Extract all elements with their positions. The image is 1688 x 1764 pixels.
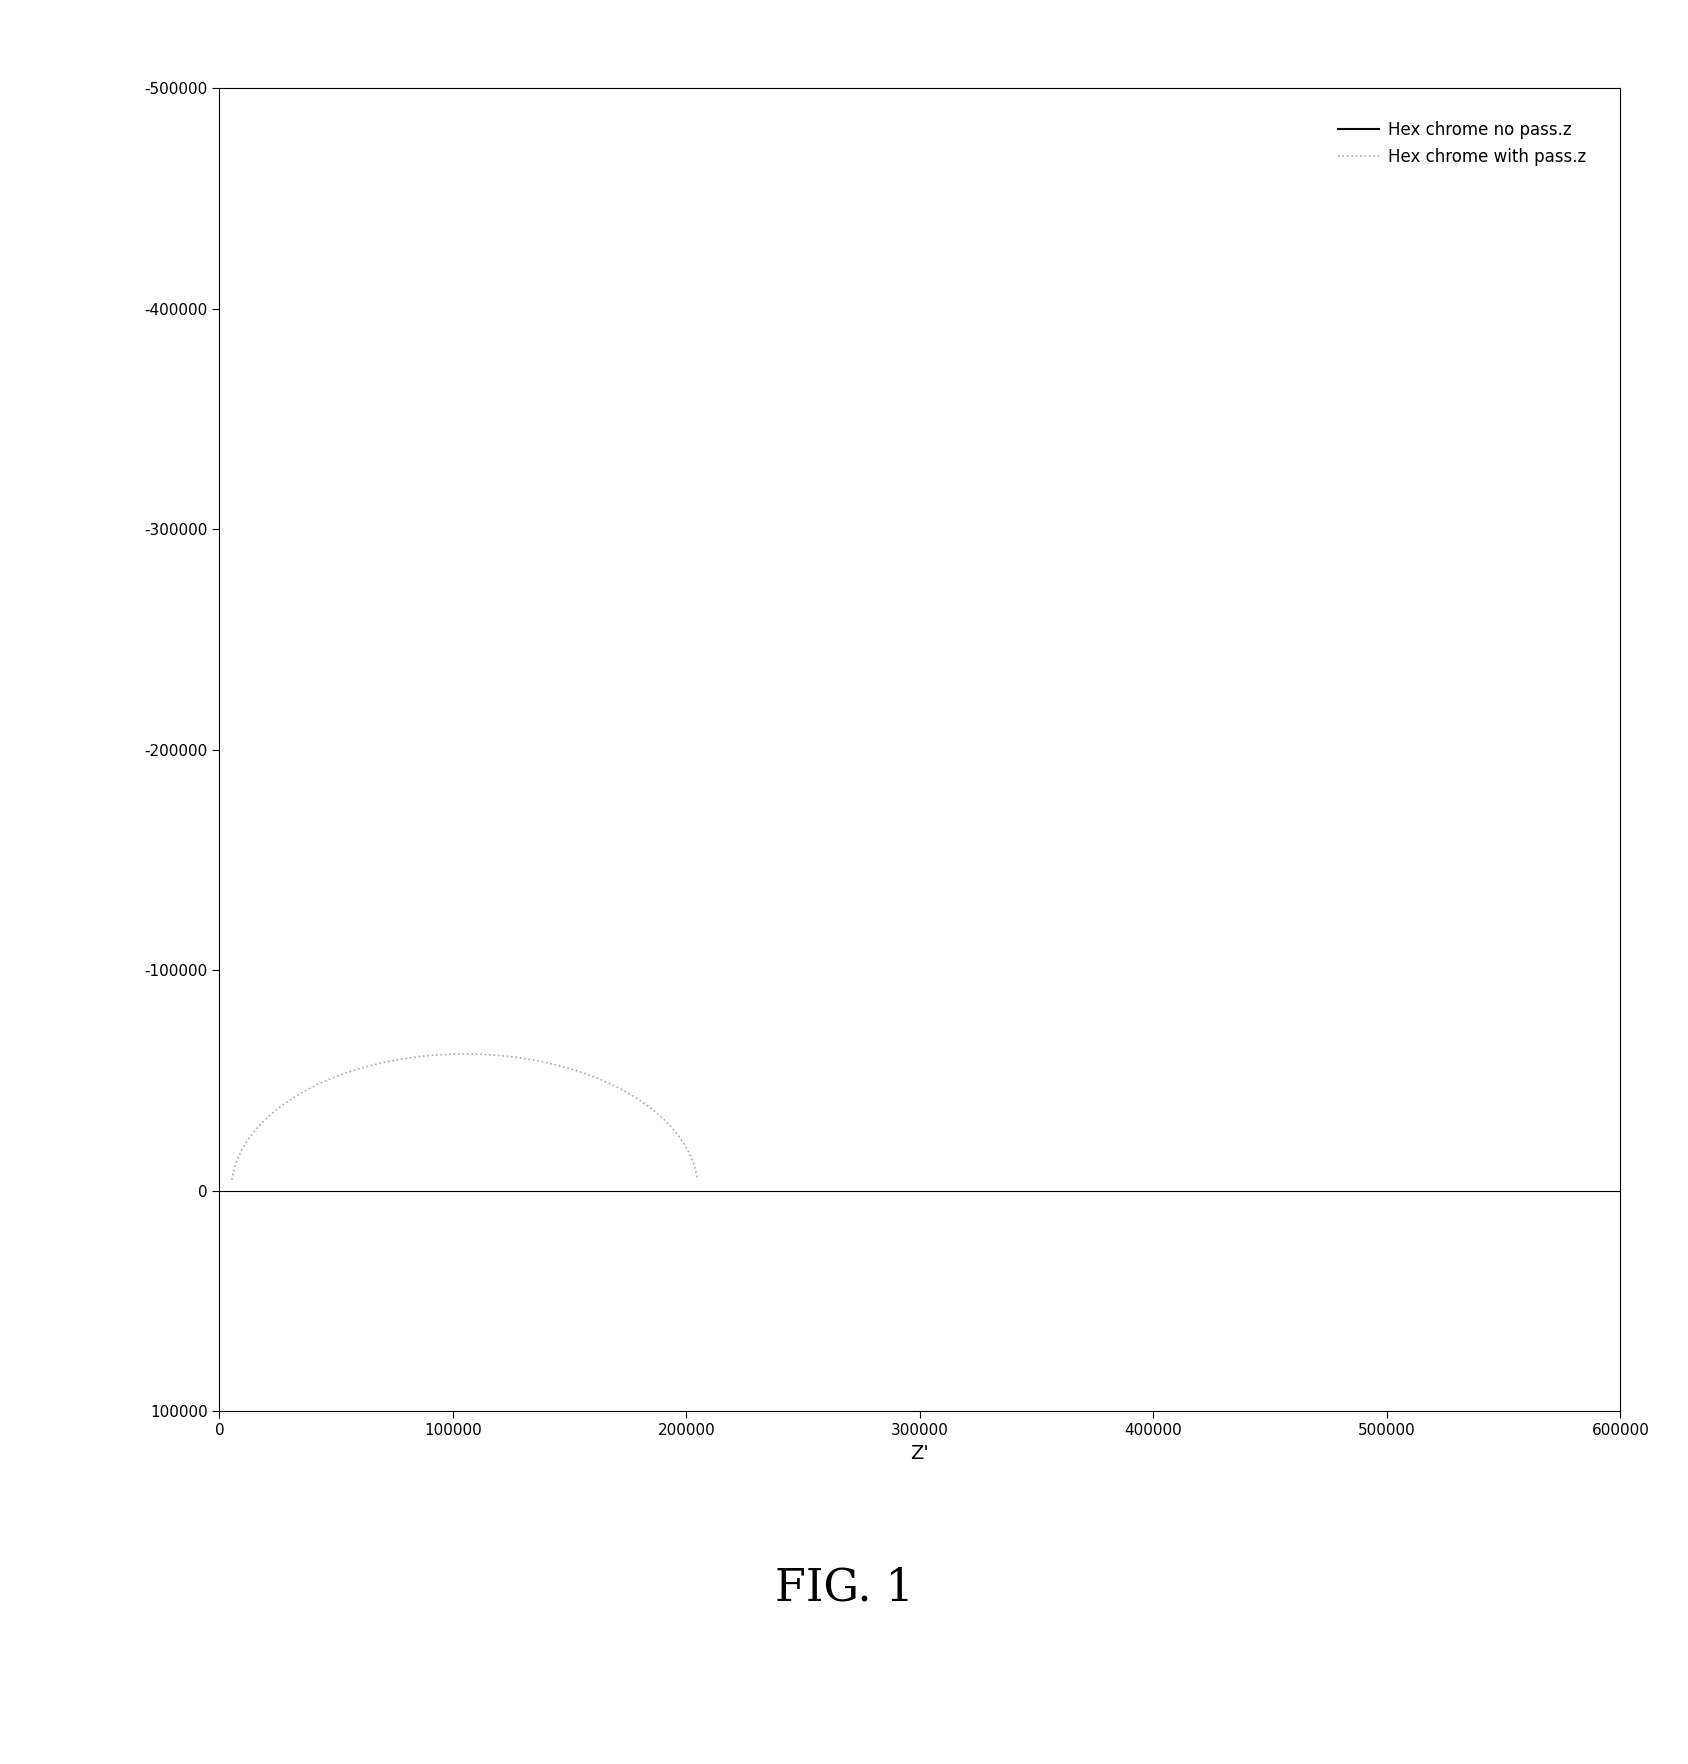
Hex chrome with pass.z [243, 1122, 263, 1143]
Hex chrome with pass.z [339, 1062, 360, 1083]
Line: Hex chrome with pass.z: Hex chrome with pass.z [231, 1055, 697, 1180]
Hex chrome with pass.z [603, 1074, 623, 1095]
Legend: Hex chrome no pass.z, Hex chrome with pass.z: Hex chrome no pass.z, Hex chrome with pa… [1330, 115, 1592, 173]
Text: FIG. 1: FIG. 1 [775, 1566, 913, 1609]
Hex chrome with pass.z [456, 1044, 476, 1065]
Hex chrome with pass.z [544, 1053, 564, 1074]
Hex chrome with pass.z [221, 1170, 241, 1191]
Hex chrome with pass.z [687, 1170, 707, 1191]
Hex chrome with pass.z [383, 1050, 403, 1071]
Hex chrome with pass.z [599, 1073, 619, 1094]
X-axis label: Z': Z' [910, 1443, 930, 1462]
